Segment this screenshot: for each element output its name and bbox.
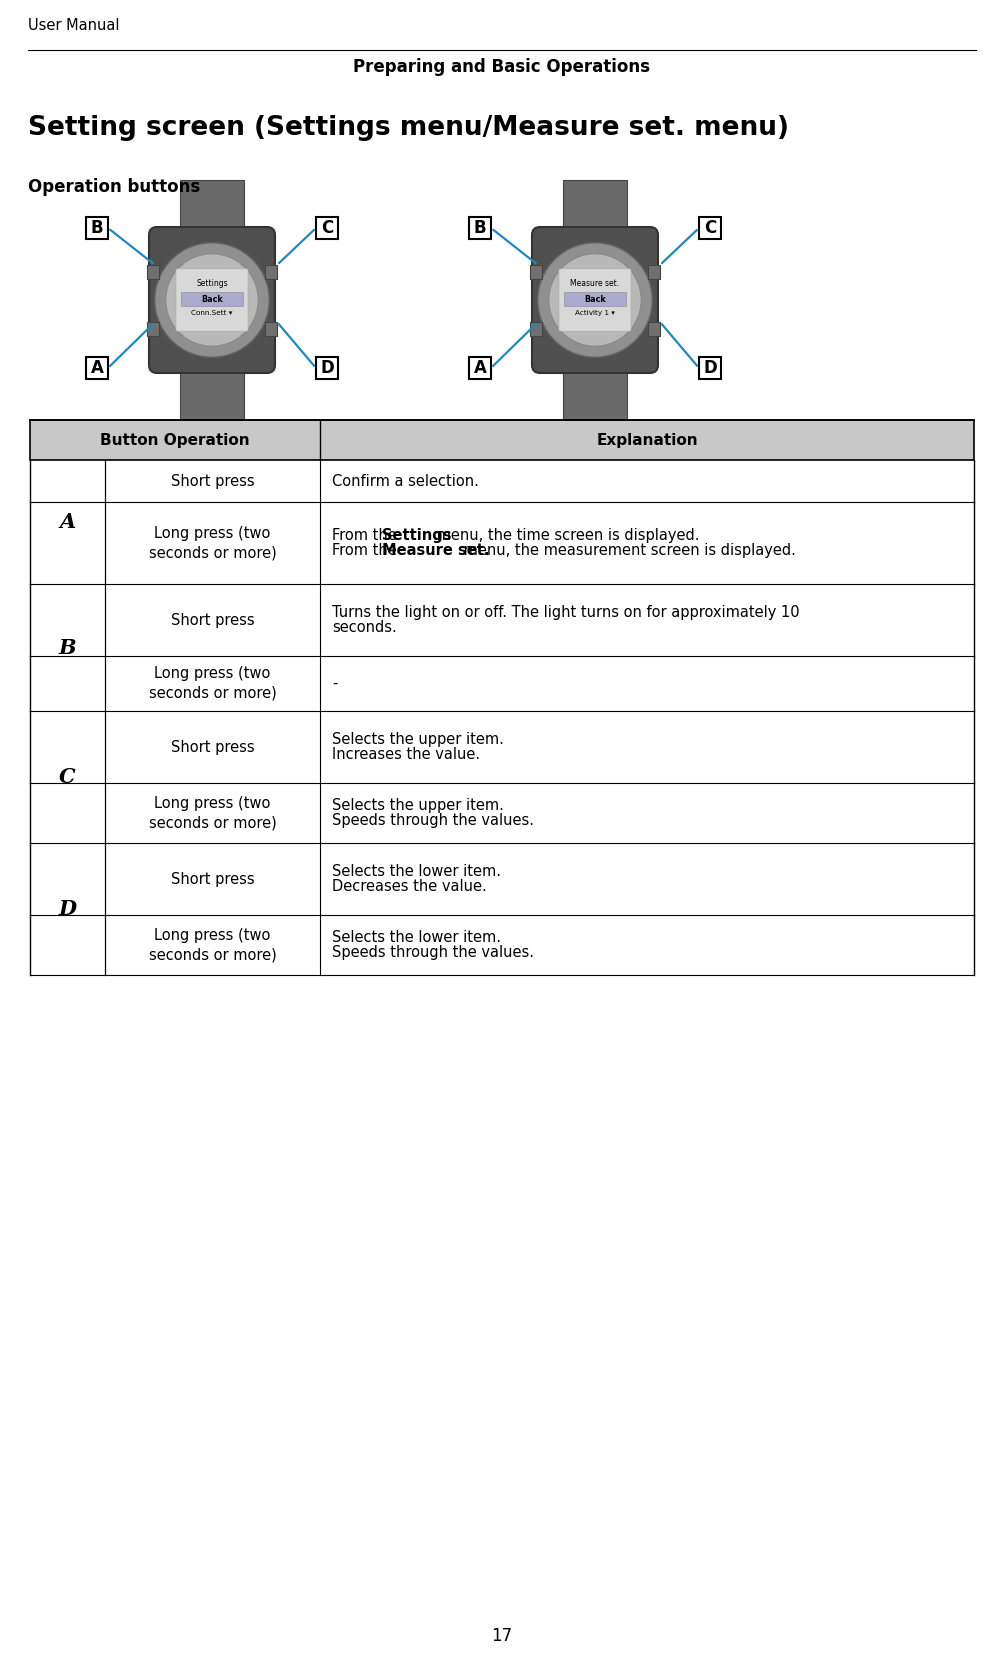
FancyBboxPatch shape <box>532 226 657 372</box>
Bar <box>30 459 105 584</box>
Text: A: A <box>59 511 75 532</box>
Text: From the: From the <box>332 543 401 558</box>
Text: Measure set.: Measure set. <box>381 543 489 558</box>
Text: C: C <box>703 220 715 236</box>
Bar <box>30 844 105 974</box>
Bar <box>563 179 627 243</box>
Bar <box>86 216 108 240</box>
Text: Increases the value.: Increases the value. <box>332 748 479 763</box>
Text: Measure set.: Measure set. <box>570 278 619 288</box>
Text: Turns the light on or off. The light turns on for approximately 10: Turns the light on or off. The light tur… <box>332 605 798 620</box>
Text: Decreases the value.: Decreases the value. <box>332 879 486 894</box>
Bar <box>564 292 626 305</box>
Bar <box>265 265 277 278</box>
Text: Back: Back <box>201 295 223 304</box>
Bar <box>468 216 490 240</box>
Bar <box>30 501 973 584</box>
Text: Preparing and Basic Operations: Preparing and Basic Operations <box>353 59 650 75</box>
Bar <box>468 357 490 379</box>
Text: Short press: Short press <box>171 473 254 488</box>
Text: Settings: Settings <box>381 528 451 543</box>
Text: Selects the upper item.: Selects the upper item. <box>332 798 504 813</box>
FancyBboxPatch shape <box>176 268 248 332</box>
Bar <box>181 292 243 305</box>
Circle shape <box>549 253 641 345</box>
Bar <box>30 711 105 844</box>
Text: -: - <box>332 676 337 691</box>
Bar <box>30 419 973 459</box>
Bar <box>30 783 973 844</box>
Text: Short press: Short press <box>171 872 254 887</box>
Text: Long press (two
seconds or more): Long press (two seconds or more) <box>148 795 276 830</box>
Circle shape <box>538 243 652 357</box>
Text: A: A <box>90 359 103 377</box>
Bar <box>30 584 973 656</box>
Bar <box>30 916 973 974</box>
Text: Explanation: Explanation <box>596 433 697 448</box>
Text: Short press: Short press <box>171 612 254 627</box>
Bar <box>180 357 244 419</box>
FancyBboxPatch shape <box>559 268 631 332</box>
Text: Operation buttons: Operation buttons <box>28 178 200 196</box>
Text: Selects the upper item.: Selects the upper item. <box>332 731 504 746</box>
Bar <box>698 216 720 240</box>
Bar <box>316 216 338 240</box>
Bar <box>265 322 277 335</box>
Text: menu, the measurement screen is displayed.: menu, the measurement screen is displaye… <box>459 543 795 558</box>
Bar <box>30 656 973 711</box>
Text: Back: Back <box>584 295 605 304</box>
Text: D: D <box>58 899 76 919</box>
Bar <box>30 844 973 916</box>
Text: Confirm a selection.: Confirm a selection. <box>332 473 478 488</box>
Text: Selects the lower item.: Selects the lower item. <box>332 929 500 944</box>
Text: Activity 1 ▾: Activity 1 ▾ <box>575 310 614 315</box>
Text: Speeds through the values.: Speeds through the values. <box>332 813 534 828</box>
Text: D: D <box>702 359 716 377</box>
Text: C: C <box>59 766 76 787</box>
Bar <box>647 322 659 335</box>
Text: Short press: Short press <box>171 740 254 755</box>
Text: Settings: Settings <box>196 278 228 288</box>
Bar <box>30 711 973 783</box>
Circle shape <box>154 243 269 357</box>
Text: B: B <box>58 637 76 657</box>
Circle shape <box>165 253 258 345</box>
Text: B: B <box>90 220 103 236</box>
Bar <box>146 322 158 335</box>
Bar <box>563 357 627 419</box>
Text: seconds.: seconds. <box>332 620 396 636</box>
Bar <box>647 265 659 278</box>
Text: C: C <box>321 220 333 236</box>
Text: From the: From the <box>332 528 401 543</box>
FancyBboxPatch shape <box>148 226 275 372</box>
Bar <box>530 265 542 278</box>
Bar <box>316 357 338 379</box>
Bar <box>530 322 542 335</box>
Bar <box>30 459 973 501</box>
Text: Selects the lower item.: Selects the lower item. <box>332 864 500 879</box>
Text: 17: 17 <box>490 1627 513 1645</box>
Text: B: B <box>473 220 485 236</box>
Bar <box>698 357 720 379</box>
Text: Conn.Sett ▾: Conn.Sett ▾ <box>192 310 233 315</box>
Bar <box>30 584 105 711</box>
Bar <box>86 357 108 379</box>
Bar <box>146 265 158 278</box>
Text: Long press (two
seconds or more): Long press (two seconds or more) <box>148 525 276 560</box>
Text: User Manual: User Manual <box>28 18 119 34</box>
Bar <box>180 179 244 243</box>
Text: Speeds through the values.: Speeds through the values. <box>332 946 534 961</box>
Text: D: D <box>320 359 334 377</box>
Text: Long press (two
seconds or more): Long press (two seconds or more) <box>148 927 276 963</box>
Text: menu, the time screen is displayed.: menu, the time screen is displayed. <box>431 528 699 543</box>
Text: Button Operation: Button Operation <box>100 433 250 448</box>
Text: Long press (two
seconds or more): Long press (two seconds or more) <box>148 666 276 701</box>
Text: A: A <box>473 359 485 377</box>
Text: Setting screen (Settings menu/Measure set. menu): Setting screen (Settings menu/Measure se… <box>28 116 788 141</box>
